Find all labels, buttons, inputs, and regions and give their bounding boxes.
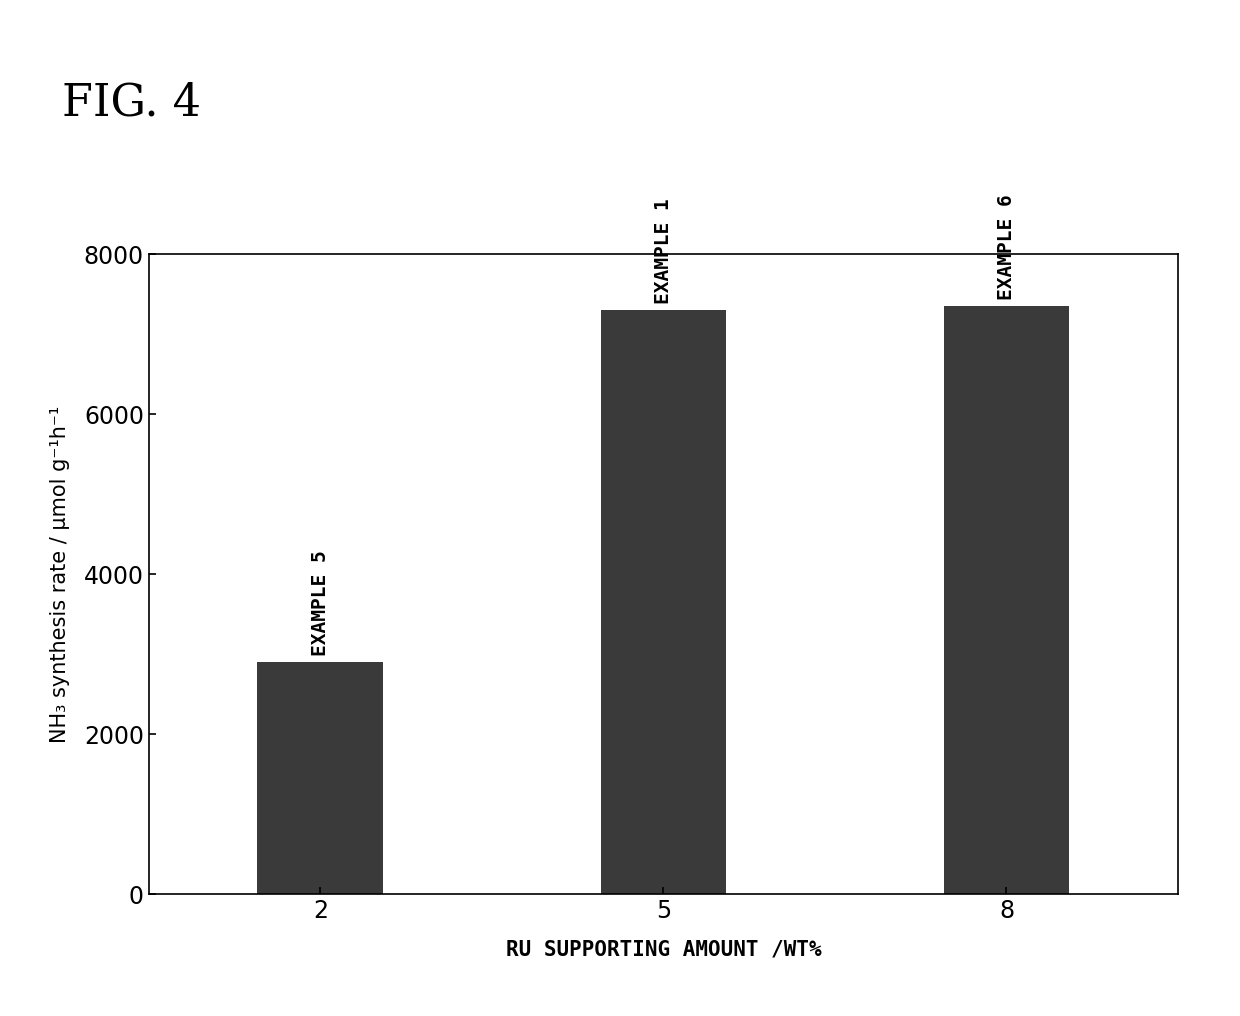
Text: EXAMPLE 1: EXAMPLE 1 [653, 198, 673, 304]
Bar [258, 662, 383, 894]
Text: EXAMPLE 5: EXAMPLE 5 [311, 550, 330, 655]
Bar [944, 306, 1069, 894]
Y-axis label: NH₃ synthesis rate / μmol g⁻¹h⁻¹: NH₃ synthesis rate / μmol g⁻¹h⁻¹ [50, 405, 69, 743]
Text: EXAMPLE 6: EXAMPLE 6 [997, 194, 1016, 300]
X-axis label: RU SUPPORTING AMOUNT /WT%: RU SUPPORTING AMOUNT /WT% [506, 940, 821, 959]
Text: FIG. 4: FIG. 4 [62, 81, 201, 124]
Bar [600, 310, 727, 894]
